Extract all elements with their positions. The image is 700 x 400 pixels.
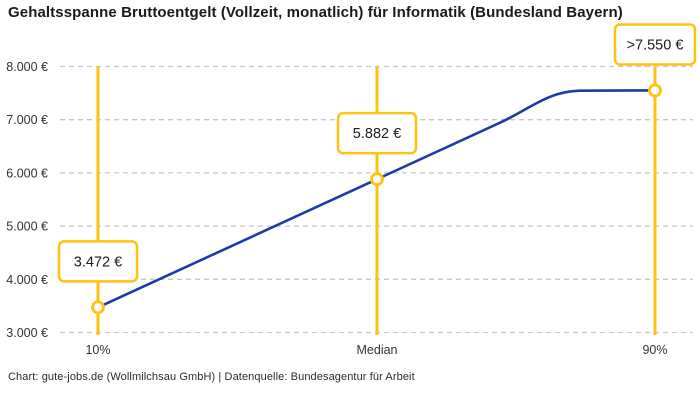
y-axis-tick-label: 3.000 € [6, 326, 48, 340]
y-axis-tick-label: 8.000 € [6, 60, 48, 74]
y-axis-tick-label: 7.000 € [6, 113, 48, 127]
value-callout-label: >7.550 € [627, 37, 684, 53]
x-axis-tick-label: 10% [85, 343, 110, 357]
x-axis-tick-label: Median [357, 343, 398, 357]
value-callout-box [613, 23, 697, 66]
chart-title: Gehaltsspanne Bruttoentgelt (Vollzeit, m… [8, 4, 623, 21]
x-axis-tick-label: 90% [642, 343, 667, 357]
y-axis-tick-label: 5.000 € [6, 220, 48, 234]
data-point-marker [91, 300, 105, 315]
chart-attribution: Chart: gute-jobs.de (Wollmilchsau GmbH) … [8, 371, 415, 383]
value-callout-box [57, 240, 139, 283]
value-callout-label: 5.882 € [353, 126, 401, 142]
y-axis-tick-label: 4.000 € [6, 273, 48, 287]
value-callout-label: 3.472 € [74, 254, 122, 270]
y-axis-tick-label: 6.000 € [6, 166, 48, 180]
value-callout-box [336, 111, 418, 155]
data-point-marker [648, 83, 662, 98]
data-point-marker [370, 172, 384, 187]
salary-curve [96, 89, 657, 309]
